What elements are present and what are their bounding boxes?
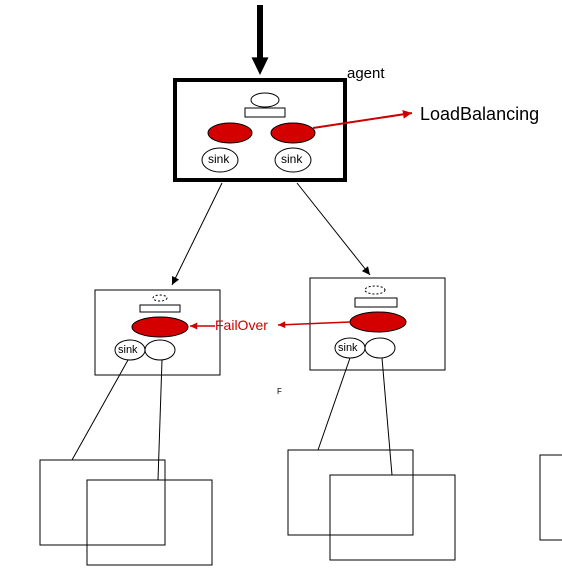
left-child-sink-ellipse-2: [145, 340, 175, 360]
left-child-sink-label: sink: [118, 344, 138, 356]
arrow-to-left-child: [172, 183, 222, 285]
diagram-canvas: agent sink sink LoadBalancing sink sink …: [0, 0, 562, 573]
agent-channel-rect: [245, 108, 285, 117]
loadbalancing-label: LoadBalancing: [420, 104, 539, 124]
stray-f-label: F: [277, 387, 282, 396]
agent-sink-right-label: sink: [281, 152, 303, 166]
arrow-to-right-child: [297, 183, 370, 275]
agent-sink-left-label: sink: [208, 152, 230, 166]
failover-label: FailOver: [215, 317, 268, 333]
right-child-source: [365, 286, 385, 294]
bottom-box-4: [330, 475, 455, 560]
bottom-box-3: [288, 450, 413, 535]
bottom-box-2: [87, 480, 212, 565]
left-child-source: [153, 295, 167, 301]
agent-selector-right: [271, 123, 315, 143]
agent-box: [175, 80, 345, 180]
line-left-to-box2: [158, 360, 162, 480]
loadbalancing-arrow: [313, 110, 412, 128]
line-right-to-box4: [382, 358, 392, 475]
right-child-channel: [355, 298, 397, 307]
left-child-channel: [140, 305, 180, 312]
agent-label: agent: [347, 65, 385, 82]
bottom-box-1: [40, 460, 165, 545]
top-input-arrow: [251, 5, 268, 75]
right-child-sink-ellipse-2: [365, 338, 395, 358]
right-child-selector: [350, 312, 406, 332]
agent-source-ellipse: [251, 93, 279, 107]
failover-arrow-right: [278, 321, 350, 328]
right-child-sink-label: sink: [338, 342, 358, 354]
left-child-selector: [132, 317, 188, 337]
agent-selector-left: [208, 123, 252, 143]
line-right-to-box3: [318, 358, 350, 450]
failover-arrow-left: [190, 323, 215, 330]
bottom-box-5: [540, 455, 562, 540]
